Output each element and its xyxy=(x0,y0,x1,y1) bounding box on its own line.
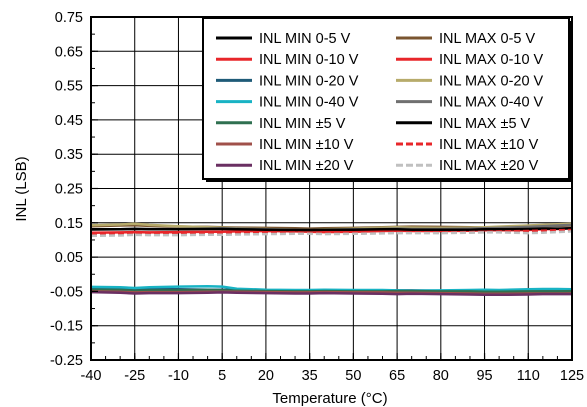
y-tick-label: 0.55 xyxy=(55,79,83,95)
legend-label-1: INL MIN 0-5 V xyxy=(259,31,351,47)
legend-box xyxy=(202,17,570,180)
legend-label-13: INL MAX ±10 V xyxy=(439,137,539,153)
y-tick-label: 0.45 xyxy=(55,113,83,129)
legend-label-11: INL MAX 0-40 V xyxy=(439,95,544,111)
axes: -40 -25 -10 5 20 35 50 65 80 95 110 125 -0.25 -0.15 -0… xyxy=(50,10,584,384)
x-tick-label: 110 xyxy=(517,368,540,384)
series-line-14 xyxy=(90,230,573,238)
legend-label-12: INL MAX ±5 V xyxy=(439,116,531,132)
legend-label-4: INL MIN 0-40 V xyxy=(259,95,359,111)
x-tick-label: 65 xyxy=(389,368,405,384)
x-tick-label: 95 xyxy=(476,368,492,384)
y-tick-label: -0.05 xyxy=(50,284,83,300)
series-line-12 xyxy=(91,227,573,232)
x-tick-label: -25 xyxy=(124,368,145,384)
legend-label-9: INL MAX 0-10 V xyxy=(439,52,544,68)
y-axis-title: INL (LSB) xyxy=(13,156,30,221)
y-tick-label: 0.15 xyxy=(55,216,83,232)
legend-label-6: INL MIN ±10 V xyxy=(259,137,354,153)
x-axis-title: Temperature (°C) xyxy=(272,390,387,407)
y-tick-label: 0.05 xyxy=(55,250,83,266)
legend-label-2: INL MIN 0-10 V xyxy=(259,52,359,68)
x-tick-label: 125 xyxy=(560,368,584,384)
y-tick-label: -0.25 xyxy=(50,353,83,369)
x-tick-label: 20 xyxy=(258,368,274,384)
y-tick-label: 0.65 xyxy=(55,44,83,60)
y-tick-label: 0.35 xyxy=(55,147,83,163)
y-tick-label: 0.25 xyxy=(55,182,83,198)
y-tick-label: -0.15 xyxy=(50,319,83,335)
x-tick-label: 35 xyxy=(302,368,318,384)
series-line-4 xyxy=(90,285,573,292)
x-tick-label: -40 xyxy=(81,368,102,384)
x-tick-label: 5 xyxy=(218,368,226,384)
x-tick-label: -10 xyxy=(168,368,189,384)
x-tick-label: 80 xyxy=(433,368,449,384)
legend-label-10: INL MAX 0-20 V xyxy=(439,73,544,89)
series-lines xyxy=(90,222,573,297)
legend: INL MIN 0-5 V INL MIN 0-10 V INL MIN 0-20 … xyxy=(202,17,572,182)
y-tick-label: 0.75 xyxy=(55,10,83,26)
legend-label-5: INL MIN ±5 V xyxy=(259,116,346,132)
legend-label-3: INL MIN 0-20 V xyxy=(259,73,359,89)
legend-label-8: INL MAX 0-5 V xyxy=(439,31,535,47)
series-line-7 xyxy=(90,290,572,297)
legend-label-14: INL MAX ±20 V xyxy=(439,158,539,174)
x-tick-label: 50 xyxy=(345,368,361,384)
legend-label-7: INL MIN ±20 V xyxy=(259,158,354,174)
